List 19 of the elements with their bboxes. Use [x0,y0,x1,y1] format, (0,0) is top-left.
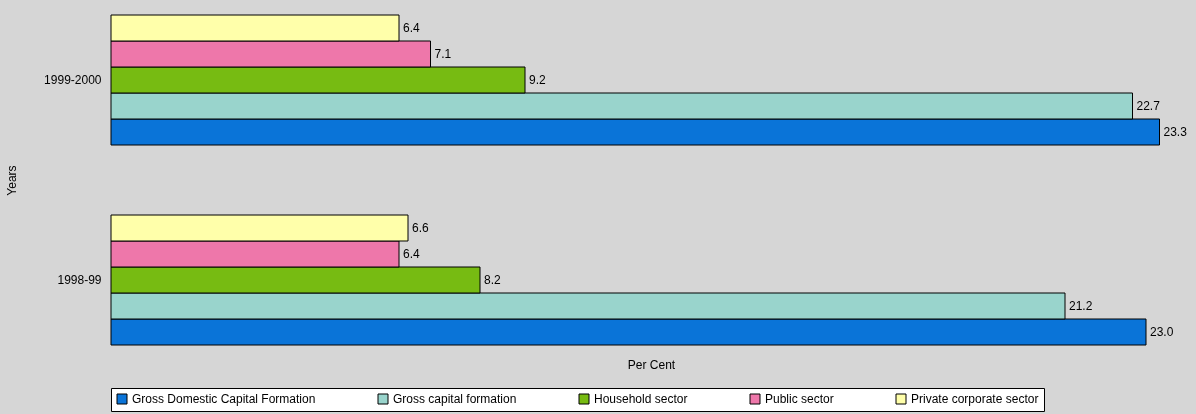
data-label: 6.4 [403,21,421,35]
legend-label: Gross Domestic Capital Formation [132,392,316,406]
data-label: 8.2 [484,273,502,287]
y-tick-label: 1998-99 [57,273,102,287]
legend-label: Gross capital formation [393,392,517,406]
legend-label: Private corporate sector [911,392,1039,406]
legend-label: Household sector [594,392,688,406]
data-label: 6.4 [403,247,421,261]
data-label: 23.3 [1163,125,1188,139]
data-label: 21.2 [1069,299,1093,313]
data-label: 23.0 [1150,325,1174,339]
data-label: 7.1 [434,47,452,61]
x-axis-title: Per Cent [627,357,676,372]
data-label: 22.7 [1136,99,1161,113]
data-label: 9.2 [529,73,547,87]
legend-label: Public sector [765,392,834,406]
y-axis-title: Years [5,165,20,196]
y-tick-label: 1999-2000 [44,73,102,87]
data-label: 6.6 [412,221,430,235]
